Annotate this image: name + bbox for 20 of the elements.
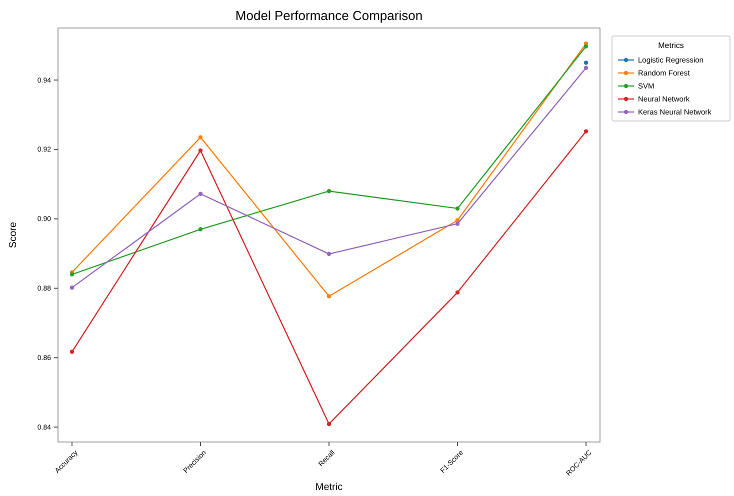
point bbox=[584, 129, 588, 134]
point bbox=[70, 350, 74, 354]
point bbox=[584, 44, 588, 48]
point bbox=[455, 222, 460, 226]
point bbox=[198, 227, 203, 232]
point bbox=[326, 422, 332, 426]
y-axis-title: Score bbox=[8, 222, 19, 248]
point bbox=[455, 206, 460, 211]
point bbox=[326, 188, 332, 194]
point bbox=[70, 285, 74, 290]
point bbox=[326, 252, 332, 256]
chart-title: Model Performance Comparison bbox=[235, 8, 423, 23]
point bbox=[198, 148, 203, 153]
point bbox=[326, 294, 332, 298]
legend-title: Metrics bbox=[658, 41, 684, 50]
point bbox=[198, 192, 203, 196]
x-axis-title: Metric bbox=[315, 482, 343, 493]
point bbox=[198, 135, 203, 140]
point bbox=[455, 290, 460, 295]
point bbox=[584, 66, 588, 70]
